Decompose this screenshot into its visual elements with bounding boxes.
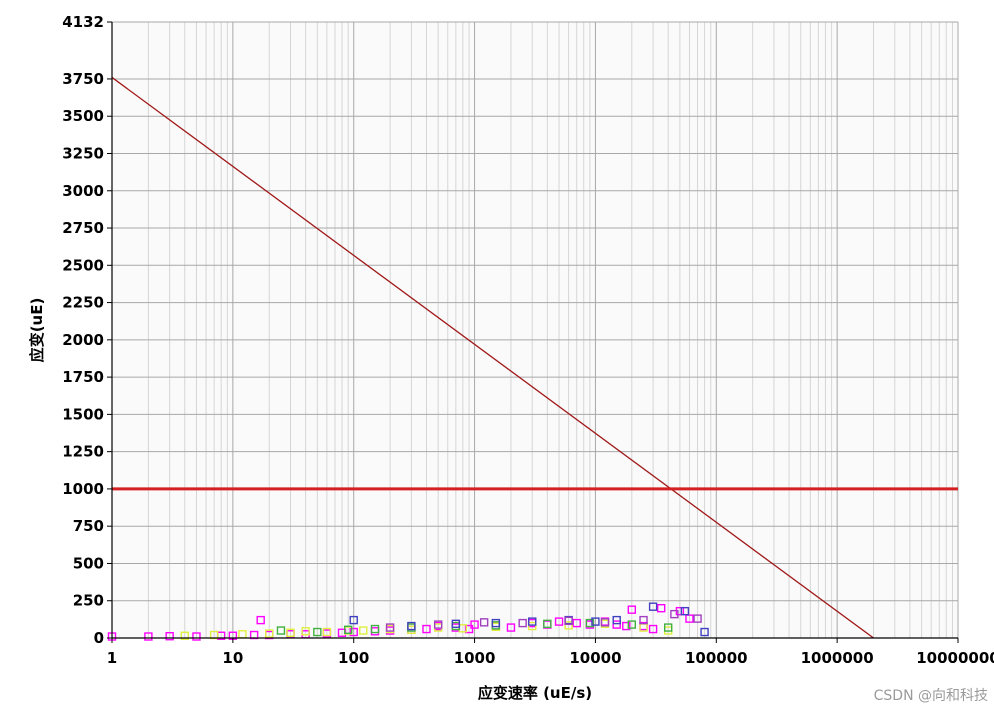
data-points (107, 602, 709, 641)
data-point (627, 605, 637, 614)
x-tick-label: 100 (338, 649, 369, 667)
data-point (693, 614, 702, 623)
diagonal-limit-line (111, 76, 874, 639)
data-point (180, 631, 189, 640)
data-point (554, 617, 564, 626)
data-point (301, 627, 310, 636)
data-point (518, 618, 527, 628)
y-tick-label: 3750 (62, 70, 104, 88)
minor-grid (147, 22, 953, 638)
data-point (349, 627, 358, 637)
data-point (648, 624, 658, 634)
data-point (349, 615, 358, 625)
data-point (276, 626, 286, 635)
data-point (313, 627, 322, 637)
x-tick-label: 100000 (685, 649, 748, 667)
y-tick-label: 2500 (62, 256, 104, 274)
data-point (591, 617, 600, 626)
axes (107, 21, 959, 643)
y-tick-label: 2250 (62, 294, 104, 312)
data-point (286, 628, 295, 637)
data-point (656, 603, 666, 613)
data-point (564, 616, 573, 626)
data-point (370, 624, 380, 634)
data-point (670, 609, 679, 619)
x-axis-title: 应变速率 (uE/s) (478, 684, 592, 702)
data-point (192, 632, 201, 641)
y-tick-label: 1250 (62, 443, 104, 461)
y-tick-label: 250 (73, 592, 104, 610)
y-axis-title: 应变(uE) (28, 298, 46, 363)
data-point (639, 615, 648, 625)
x-tick-label: 10000 (569, 649, 621, 667)
x-tick-labels: 1 10 100 1000 10000 100000 1000000 10000000 (107, 649, 994, 667)
data-point (528, 617, 537, 626)
data-point (612, 620, 621, 629)
data-point (627, 620, 637, 629)
data-point (612, 615, 621, 625)
data-point (165, 632, 174, 641)
data-point (451, 619, 461, 629)
y-tick-label: 500 (73, 554, 104, 572)
y-tick-label: 1500 (62, 405, 104, 423)
y-tick-label: 3500 (62, 107, 104, 125)
x-tick-label: 1000000 (801, 649, 874, 667)
x-tick-label: 10000000 (916, 649, 994, 667)
data-point (564, 621, 573, 630)
data-point (422, 624, 431, 634)
data-point (144, 632, 153, 641)
x-tick-label: 1 (107, 649, 117, 667)
data-point (479, 618, 489, 627)
data-point (685, 614, 694, 623)
data-point (622, 621, 631, 631)
data-point (464, 624, 474, 634)
y-tick-label: 3250 (62, 144, 104, 162)
data-point (433, 620, 443, 629)
reference-lines (111, 76, 958, 639)
watermark-text: CSDN @向和科技 (874, 688, 988, 704)
data-point (491, 618, 501, 628)
plot-area (112, 22, 958, 638)
y-tick-label: 1750 (62, 368, 104, 386)
y-tick-label: 2750 (62, 219, 104, 237)
data-point (648, 602, 658, 611)
data-point (256, 615, 265, 625)
data-point (572, 618, 581, 628)
y-tick-label: 3000 (62, 182, 104, 200)
data-point (470, 620, 479, 629)
y-tick-label: 0 (94, 629, 104, 647)
y-tick-label: 750 (73, 517, 104, 535)
data-point (322, 627, 332, 637)
data-point (343, 625, 353, 635)
data-point (359, 626, 368, 635)
data-point (700, 627, 709, 637)
data-point (585, 618, 595, 628)
y-tick-label: 4132 (62, 13, 104, 31)
data-point (506, 623, 516, 632)
data-point (528, 621, 537, 631)
y-tick-label: 2000 (62, 331, 104, 349)
data-point (385, 623, 395, 632)
data-point (407, 621, 416, 631)
data-point (265, 629, 274, 638)
data-point (543, 619, 552, 629)
data-point (680, 606, 690, 616)
data-point (600, 618, 610, 627)
y-tick-label: 1000 (62, 480, 104, 498)
x-tick-label: 1000 (454, 649, 496, 667)
x-tick-label: 10 (222, 649, 243, 667)
y-tick-labels: 0 250 500 750 1000 1250 1500 1750 2000 2250 2500 27… (62, 13, 104, 647)
data-point (663, 623, 673, 632)
